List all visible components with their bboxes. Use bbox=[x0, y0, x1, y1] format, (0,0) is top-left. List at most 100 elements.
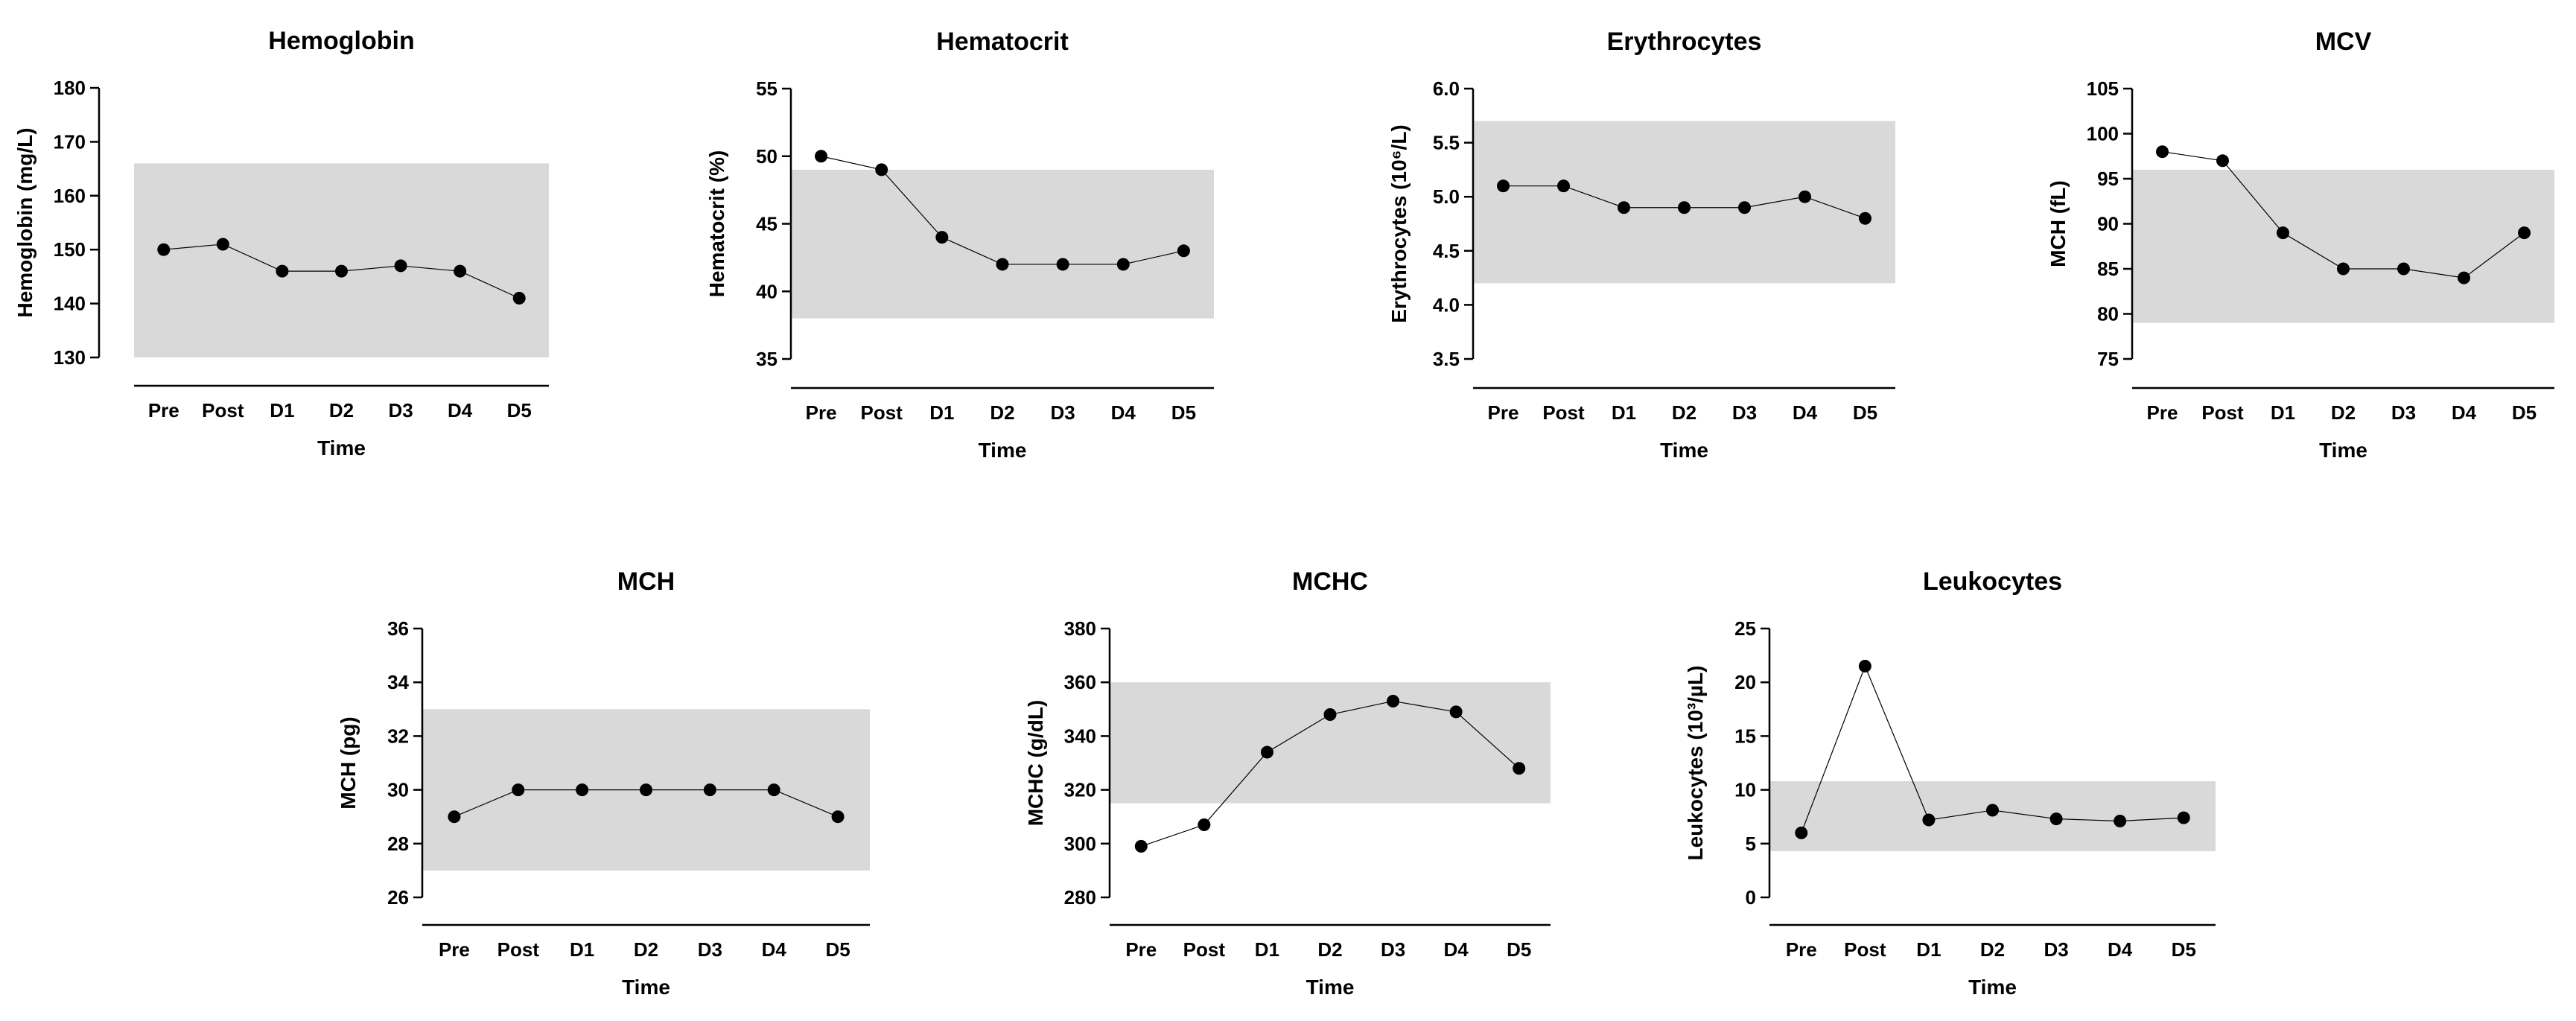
y-tick-label: 50 bbox=[756, 145, 777, 168]
y-tick-label: 5.5 bbox=[1433, 132, 1460, 154]
y-tick-label: 20 bbox=[1734, 671, 1756, 693]
chart-title: MCHC bbox=[1292, 567, 1368, 596]
x-tick-label: Post bbox=[2201, 401, 2244, 424]
data-point-d2 bbox=[1323, 708, 1337, 722]
y-tick-label: 55 bbox=[756, 77, 777, 100]
reference-range-band bbox=[1110, 682, 1551, 804]
x-tick-label: D5 bbox=[2512, 401, 2537, 424]
chart-title: Hemoglobin bbox=[268, 27, 414, 55]
data-point-post bbox=[1557, 179, 1570, 193]
y-tick-label: 95 bbox=[2097, 168, 2119, 190]
x-tick-label: D2 bbox=[329, 399, 354, 422]
chart-title: Hematocrit bbox=[936, 28, 1069, 56]
data-point-d1 bbox=[2277, 226, 2289, 240]
y-tick-label: 380 bbox=[1064, 617, 1096, 640]
x-tick-label: D3 bbox=[2391, 401, 2416, 424]
y-tick-label: 3.5 bbox=[1433, 348, 1460, 370]
x-axis-label: Time bbox=[317, 436, 366, 459]
y-tick-label: 140 bbox=[54, 293, 86, 315]
x-tick-label: D4 bbox=[762, 938, 787, 961]
data-point-d5 bbox=[1177, 244, 1190, 258]
x-tick-label: D1 bbox=[1612, 401, 1636, 424]
x-tick-label: Pre bbox=[439, 938, 470, 961]
data-point-d4 bbox=[767, 783, 780, 797]
x-tick-label: D4 bbox=[1444, 938, 1469, 961]
y-tick-label: 30 bbox=[387, 779, 409, 801]
x-tick-label: D2 bbox=[1980, 938, 2005, 961]
x-tick-label: D2 bbox=[1317, 938, 1342, 961]
y-tick-label: 25 bbox=[1734, 617, 1756, 640]
x-tick-label: Pre bbox=[1786, 938, 1817, 961]
chart-title: Erythrocytes bbox=[1607, 28, 1762, 56]
data-point-post bbox=[216, 238, 229, 251]
x-tick-label: D5 bbox=[1507, 938, 1531, 961]
data-point-d5 bbox=[831, 810, 845, 824]
x-tick-label: D1 bbox=[2271, 401, 2295, 424]
y-axis-label: MCH (pg) bbox=[337, 716, 360, 809]
y-tick-label: 5 bbox=[1746, 833, 1756, 855]
y-tick-label: 340 bbox=[1064, 725, 1096, 747]
data-point-d2 bbox=[996, 258, 1009, 271]
y-axis-label: MCHC (g/dL) bbox=[1024, 700, 1047, 827]
data-point-pre bbox=[1134, 839, 1148, 853]
data-point-d1 bbox=[1260, 745, 1273, 759]
y-tick-label: 90 bbox=[2097, 213, 2119, 235]
y-tick-label: 150 bbox=[54, 238, 86, 261]
data-point-d3 bbox=[2049, 812, 2063, 826]
data-point-d3 bbox=[1056, 258, 1069, 271]
y-tick-label: 100 bbox=[2087, 123, 2119, 145]
x-axis-label: Time bbox=[1968, 976, 2017, 999]
x-tick-label: D3 bbox=[1051, 401, 1075, 424]
x-tick-label: Pre bbox=[1125, 938, 1157, 961]
x-tick-label: Post bbox=[202, 399, 244, 422]
data-point-d2 bbox=[640, 783, 652, 797]
data-point-post bbox=[1198, 818, 1211, 832]
y-tick-label: 45 bbox=[756, 213, 777, 235]
data-point-post bbox=[875, 163, 888, 176]
data-point-pre bbox=[2156, 145, 2169, 159]
data-point-d3 bbox=[1738, 201, 1751, 214]
x-tick-label: D5 bbox=[825, 938, 850, 961]
x-tick-label: D5 bbox=[2172, 938, 2196, 961]
data-point-d4 bbox=[2114, 814, 2127, 827]
x-tick-label: D1 bbox=[570, 938, 594, 961]
y-tick-label: 32 bbox=[387, 725, 409, 747]
y-tick-label: 28 bbox=[387, 833, 409, 855]
data-point-d2 bbox=[1678, 201, 1691, 214]
y-axis-label: Hematocrit (%) bbox=[705, 150, 728, 298]
x-tick-label: D4 bbox=[2108, 938, 2133, 961]
data-point-d1 bbox=[935, 231, 949, 244]
y-axis-label: Hemoglobin (mg/L) bbox=[13, 127, 36, 317]
data-point-pre bbox=[1795, 826, 1808, 839]
x-tick-label: D4 bbox=[448, 399, 473, 422]
y-axis-label: Erythrocytes (10⁶/L) bbox=[1387, 124, 1411, 323]
x-tick-label: Pre bbox=[1488, 401, 1519, 424]
y-tick-label: 15 bbox=[1734, 725, 1756, 747]
data-point-d5 bbox=[512, 291, 526, 305]
x-tick-label: Pre bbox=[2147, 401, 2178, 424]
x-tick-label: Post bbox=[497, 938, 540, 961]
y-tick-label: 36 bbox=[387, 617, 409, 640]
x-axis-label: Time bbox=[622, 976, 670, 999]
chart-panel-mcv: 75 80 85 90 95 100 105 Pre Post D1 D2 D3 D4 D5 MCV Time… bbox=[2047, 28, 2554, 462]
data-point-pre bbox=[448, 810, 461, 824]
x-tick-label: D4 bbox=[1793, 401, 1818, 424]
x-tick-label: D4 bbox=[2452, 401, 2477, 424]
reference-range-band bbox=[2132, 169, 2554, 323]
data-point-d3 bbox=[703, 783, 716, 797]
data-point-d5 bbox=[1513, 762, 1526, 775]
data-point-d1 bbox=[276, 264, 289, 278]
data-point-pre bbox=[815, 150, 828, 163]
data-point-d5 bbox=[1859, 211, 1871, 225]
data-point-pre bbox=[157, 243, 171, 256]
chart-panel-leukocytes: 0 5 10 15 20 25 Pre Post D1 D2 D3 D4 D5 Leukocytes Tim… bbox=[1684, 567, 2216, 999]
data-point-d3 bbox=[394, 259, 407, 273]
data-point-d2 bbox=[1986, 804, 1999, 817]
x-tick-label: D4 bbox=[1111, 401, 1136, 424]
x-axis-label: Time bbox=[1306, 976, 1355, 999]
x-tick-label: D3 bbox=[698, 938, 722, 961]
chart-panel-mchc: 280 300 320 340 360 380 Pre Post D1 D2 D3 D4 D5 MCHC T… bbox=[1024, 567, 1551, 999]
y-tick-label: 105 bbox=[2087, 77, 2119, 100]
y-tick-label: 130 bbox=[54, 346, 86, 369]
